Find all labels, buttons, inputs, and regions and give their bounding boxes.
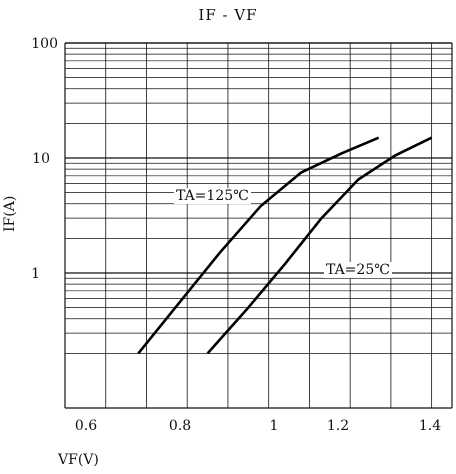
y-tick-label: 10 xyxy=(32,151,50,167)
x-tick-label: 0.6 xyxy=(66,418,106,434)
curves xyxy=(137,136,433,355)
annotation-ta-125: TA=125℃ xyxy=(174,188,251,204)
grid-lines xyxy=(64,42,453,409)
x-tick-label: 1 xyxy=(254,418,294,434)
x-tick-label: 0.8 xyxy=(160,418,200,434)
series-line-1 xyxy=(206,136,433,355)
y-tick-label: 1 xyxy=(31,266,40,282)
y-axis-label: IF(A) xyxy=(2,195,18,232)
series-line-0 xyxy=(137,136,380,355)
annotation-ta-25: TA=25℃ xyxy=(324,262,392,278)
x-tick-label: 1.2 xyxy=(318,418,358,434)
x-axis-label: VF(V) xyxy=(58,452,99,468)
chart-title: IF - VF xyxy=(198,6,258,24)
y-tick-label: 100 xyxy=(31,36,58,52)
x-tick-label: 1.4 xyxy=(410,418,450,434)
